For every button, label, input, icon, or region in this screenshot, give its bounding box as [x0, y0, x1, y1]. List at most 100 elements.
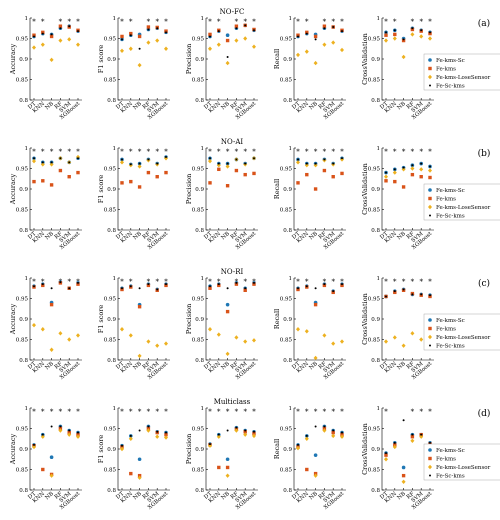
x-tick-label: DT	[379, 231, 389, 241]
point-fe-sc-kms	[393, 441, 396, 444]
point-fe-kms-losesensor	[137, 62, 142, 68]
y-axis-label: F1 score	[97, 435, 105, 464]
y-tick-label: 0.95	[104, 37, 117, 43]
y-tick-label: 0.9	[195, 57, 204, 63]
y-tick-label: 0.85	[192, 338, 205, 344]
point-fe-kms-sc	[49, 455, 54, 460]
significance-star: *	[32, 278, 36, 286]
y-tick-label: 1	[377, 146, 381, 152]
point-fe-sc-kms	[68, 161, 71, 164]
y-tick-label: 1	[289, 276, 293, 282]
point-fe-kms-losesensor	[331, 433, 336, 439]
point-fe-kms	[164, 432, 168, 437]
significance-star: *	[314, 148, 318, 156]
point-fe-kms-losesensor	[225, 60, 230, 66]
legend-marker	[428, 318, 432, 322]
axes	[293, 278, 346, 361]
x-tick-label: DT	[27, 361, 37, 371]
legend-marker	[428, 456, 432, 461]
legend-entry: Fe-Sc-kms	[436, 84, 465, 90]
significance-star: *	[305, 148, 309, 156]
y-tick-label: 0.8	[107, 358, 116, 364]
point-fe-sc-kms	[68, 287, 71, 290]
point-fe-sc-kms	[59, 157, 62, 160]
point-fe-kms-losesensor	[384, 339, 388, 344]
y-tick-label: 0.85	[368, 468, 381, 474]
x-tick-label: RF	[318, 231, 328, 241]
point-fe-sc-kms	[244, 162, 247, 165]
point-fe-kms-losesensor	[252, 338, 256, 343]
y-tick-label: 1	[201, 276, 205, 282]
point-fe-kms	[410, 172, 415, 177]
y-tick-label: 0.8	[19, 98, 28, 104]
y-tick-label: 0.85	[280, 338, 293, 344]
y-tick-label: 0.9	[19, 57, 28, 63]
legend-box	[423, 53, 500, 91]
significance-star: *	[41, 18, 45, 26]
point-fe-kms-losesensor	[234, 428, 239, 433]
y-axis-label: Precision	[185, 44, 193, 75]
significance-star: *	[147, 148, 151, 156]
y-tick-label: 0.9	[107, 57, 116, 63]
point-fe-kms-losesensor	[419, 434, 424, 439]
significance-star: *	[243, 148, 247, 156]
point-fe-sc-kms	[217, 283, 220, 286]
point-fe-kms	[164, 170, 168, 175]
axes	[29, 278, 82, 361]
point-fe-sc-kms	[156, 162, 159, 165]
point-fe-sc-kms	[411, 27, 414, 30]
point-fe-sc-kms	[41, 161, 44, 164]
point-fe-kms	[410, 27, 415, 32]
y-axis-label: F1 score	[97, 175, 105, 204]
significance-star: *	[252, 408, 256, 416]
point-fe-kms-losesensor	[67, 337, 72, 342]
panel-b: NO-AI(b)0.80.850.90.951AccuracyDTKNNNBRF…	[9, 138, 500, 251]
significance-star: *	[252, 18, 256, 26]
y-tick-label: 0.9	[283, 317, 292, 323]
point-fe-sc-kms	[411, 164, 414, 167]
axes	[293, 408, 346, 491]
significance-star: *	[340, 278, 344, 286]
subplot-crossvalidation: 0.80.850.90.951CrossValidationDTKNNNBRFS…	[361, 276, 434, 381]
x-tick-label: RF	[142, 361, 152, 371]
point-fe-sc-kms	[332, 26, 335, 29]
point-fe-kms	[331, 430, 335, 435]
significance-star: *	[41, 408, 45, 416]
panel-d: Multiclass(d)0.80.850.90.951AccuracyDTKN…	[9, 398, 500, 511]
point-fe-kms-losesensor	[164, 156, 168, 161]
point-fe-kms-losesensor	[76, 333, 80, 338]
point-fe-kms-sc	[225, 33, 230, 38]
point-fe-sc-kms	[402, 419, 405, 422]
panel-a: NO-FC(a)0.80.850.90.951AccuracyDTKNNNBRF…	[9, 8, 500, 121]
panel-title: NO-FC	[220, 8, 245, 16]
legend-marker	[428, 334, 432, 340]
y-tick-label: 0.8	[283, 358, 292, 364]
y-tick-label: 0.85	[192, 78, 205, 84]
point-fe-kms-losesensor	[419, 34, 424, 39]
significance-star: *	[226, 148, 230, 156]
x-tick-label: NB	[132, 101, 143, 111]
y-axis-label: Precision	[185, 434, 193, 465]
point-fe-kms	[313, 187, 318, 191]
point-fe-kms-losesensor	[32, 444, 36, 450]
point-fe-sc-kms	[41, 32, 44, 35]
y-axis-label: F1 score	[97, 45, 105, 74]
point-fe-sc-kms	[253, 430, 255, 433]
point-fe-sc-kms	[420, 433, 423, 436]
point-fe-sc-kms	[33, 285, 35, 288]
legend-entry: Fe-kms-Sc	[436, 448, 465, 454]
y-tick-label: 0.8	[195, 228, 204, 234]
point-fe-sc-kms	[297, 443, 299, 446]
y-tick-label: 0.9	[195, 317, 204, 323]
point-fe-sc-kms	[59, 281, 62, 284]
legend-marker	[429, 344, 431, 347]
point-fe-kms-losesensor	[384, 174, 388, 179]
x-tick-label: DT	[115, 231, 125, 241]
point-fe-kms	[296, 181, 300, 185]
significance-star: *	[41, 148, 45, 156]
x-tick-label: RF	[230, 361, 240, 371]
point-fe-kms	[146, 25, 151, 29]
point-fe-kms-losesensor	[120, 48, 124, 53]
point-fe-sc-kms	[50, 287, 53, 290]
y-axis-label: Recall	[273, 439, 281, 459]
